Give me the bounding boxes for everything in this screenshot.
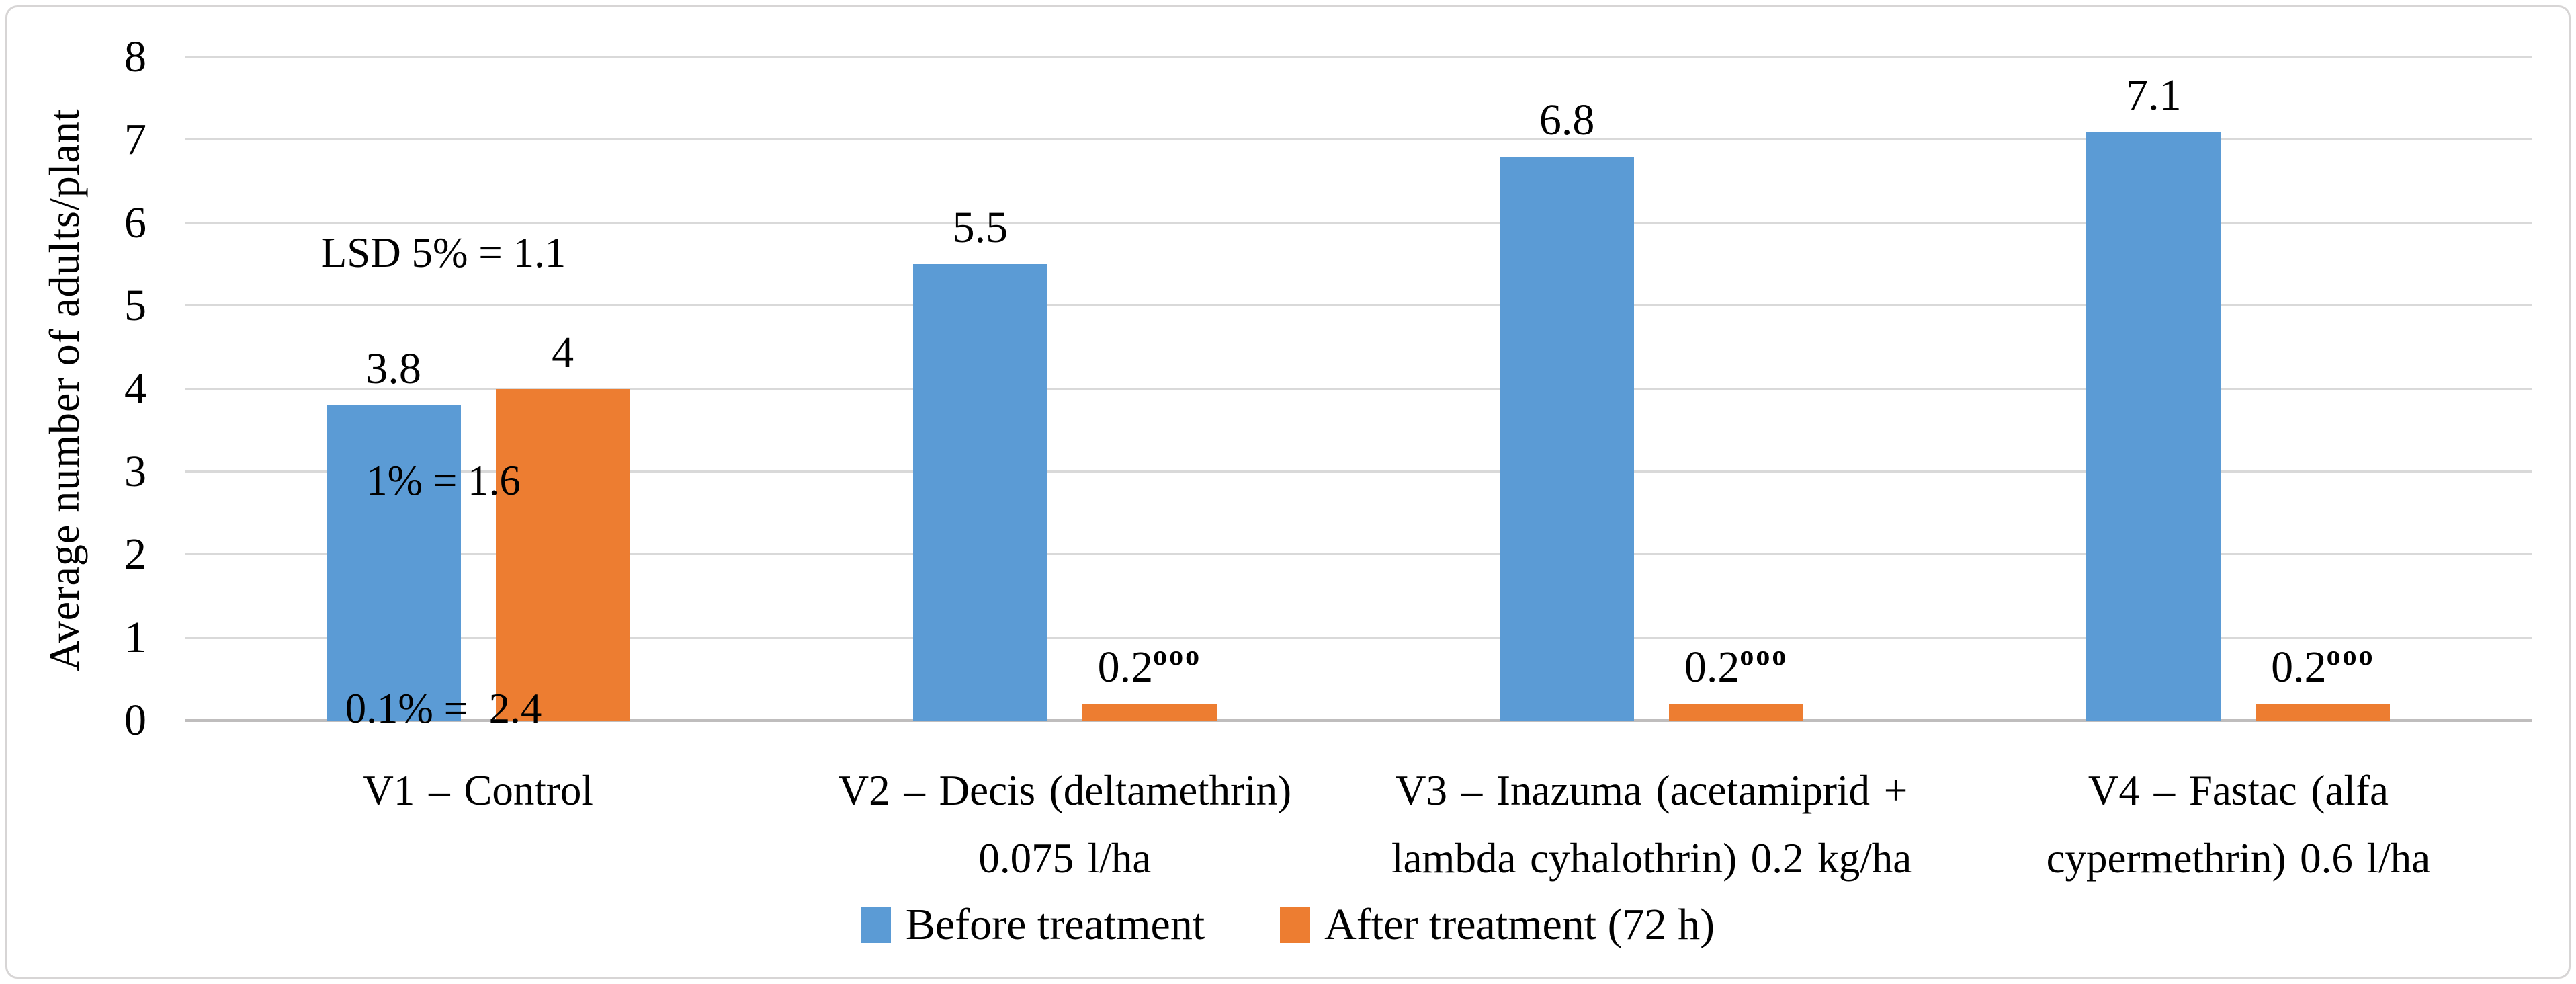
- category-label-line: V2 – Decis (deltamethrin): [838, 767, 1292, 814]
- bar-after-treatment: [2256, 704, 2391, 721]
- legend-item-before: Before treatment: [861, 899, 1205, 950]
- lsd-annotation: LSD 5% = 1.1 1% = 1.6 0.1% = 2.4: [294, 63, 593, 899]
- category-label-line: V4 – Fastac (alfa: [2088, 767, 2389, 814]
- gridline: [185, 636, 2532, 639]
- y-tick-label: 2: [124, 530, 146, 579]
- bar-value-label: 5.5: [952, 203, 1008, 253]
- bar-value-label: 0.2ooo: [1097, 641, 1202, 692]
- category-label: V1 – Control: [176, 757, 781, 825]
- gridline: [185, 221, 2532, 224]
- y-tick-label: 5: [124, 281, 146, 331]
- y-tick-label: 6: [124, 198, 146, 247]
- bar-value-label: 0.2ooo: [2271, 641, 2375, 692]
- category-label: V2 – Decis (deltamethrin) 0.075 l/ha: [763, 757, 1367, 893]
- bar-before-treatment: [2086, 132, 2221, 721]
- category-label-line: cypermethrin) 0.6 l/ha: [2046, 835, 2431, 882]
- lsd-line-3: 0.1% = 2.4: [345, 685, 542, 732]
- bar-value-label: 6.8: [1539, 95, 1595, 145]
- gridline: [185, 553, 2532, 556]
- category-label: V4 – Fastac (alfa cypermethrin) 0.6 l/ha: [1936, 757, 2540, 893]
- y-tick-label: 8: [124, 32, 146, 81]
- gridline: [185, 387, 2532, 390]
- bar-after-treatment: [1082, 704, 1217, 721]
- legend-label-after: After treatment (72 h): [1324, 900, 1715, 949]
- x-axis-line: [185, 719, 2532, 722]
- bar-value-label: 0.2ooo: [1684, 641, 1789, 692]
- gridline: [185, 304, 2532, 307]
- bar-value-label: 7.1: [2126, 71, 2182, 120]
- bar-value-label: 3.8: [366, 344, 421, 394]
- significance-superscript: ooo: [2326, 641, 2375, 672]
- legend: Before treatment After treatment (72 h): [0, 898, 2576, 952]
- lsd-line-2: 1% = 1.6: [366, 457, 521, 504]
- significance-superscript: ooo: [1740, 641, 1789, 672]
- y-tick-label: 7: [124, 115, 146, 165]
- y-tick-label: 1: [124, 612, 146, 662]
- lsd-line-1: LSD 5% = 1.1: [320, 229, 566, 276]
- legend-label-before: Before treatment: [905, 900, 1205, 949]
- significance-superscript: ooo: [1153, 641, 1202, 672]
- y-tick-label: 3: [124, 446, 146, 496]
- bar-before-treatment: [326, 405, 461, 721]
- y-tick-label: 0: [124, 696, 146, 745]
- category-label-line: V1 – Control: [363, 767, 593, 814]
- gridline: [185, 56, 2532, 58]
- legend-item-after: After treatment (72 h): [1280, 899, 1715, 950]
- category-label-line: V3 – Inazuma (acetamiprid +: [1396, 767, 1908, 814]
- bar-after-treatment: [495, 388, 630, 721]
- gridline: [185, 138, 2532, 141]
- bar-value-label: 4: [552, 327, 574, 377]
- bar-after-treatment: [1669, 704, 1804, 721]
- bar-before-treatment: [912, 264, 1047, 721]
- category-label-line: lambda cyhalothrin) 0.2 kg/ha: [1391, 835, 1912, 882]
- bar-before-treatment: [1500, 157, 1635, 721]
- y-tick-label: 4: [124, 364, 146, 413]
- before-treatment-swatch-icon: [861, 907, 891, 943]
- category-label-line: 0.075 l/ha: [978, 835, 1152, 882]
- after-treatment-swatch-icon: [1280, 907, 1310, 943]
- gridline: [185, 470, 2532, 473]
- category-label: V3 – Inazuma (acetamiprid + lambda cyhalo…: [1349, 757, 1954, 893]
